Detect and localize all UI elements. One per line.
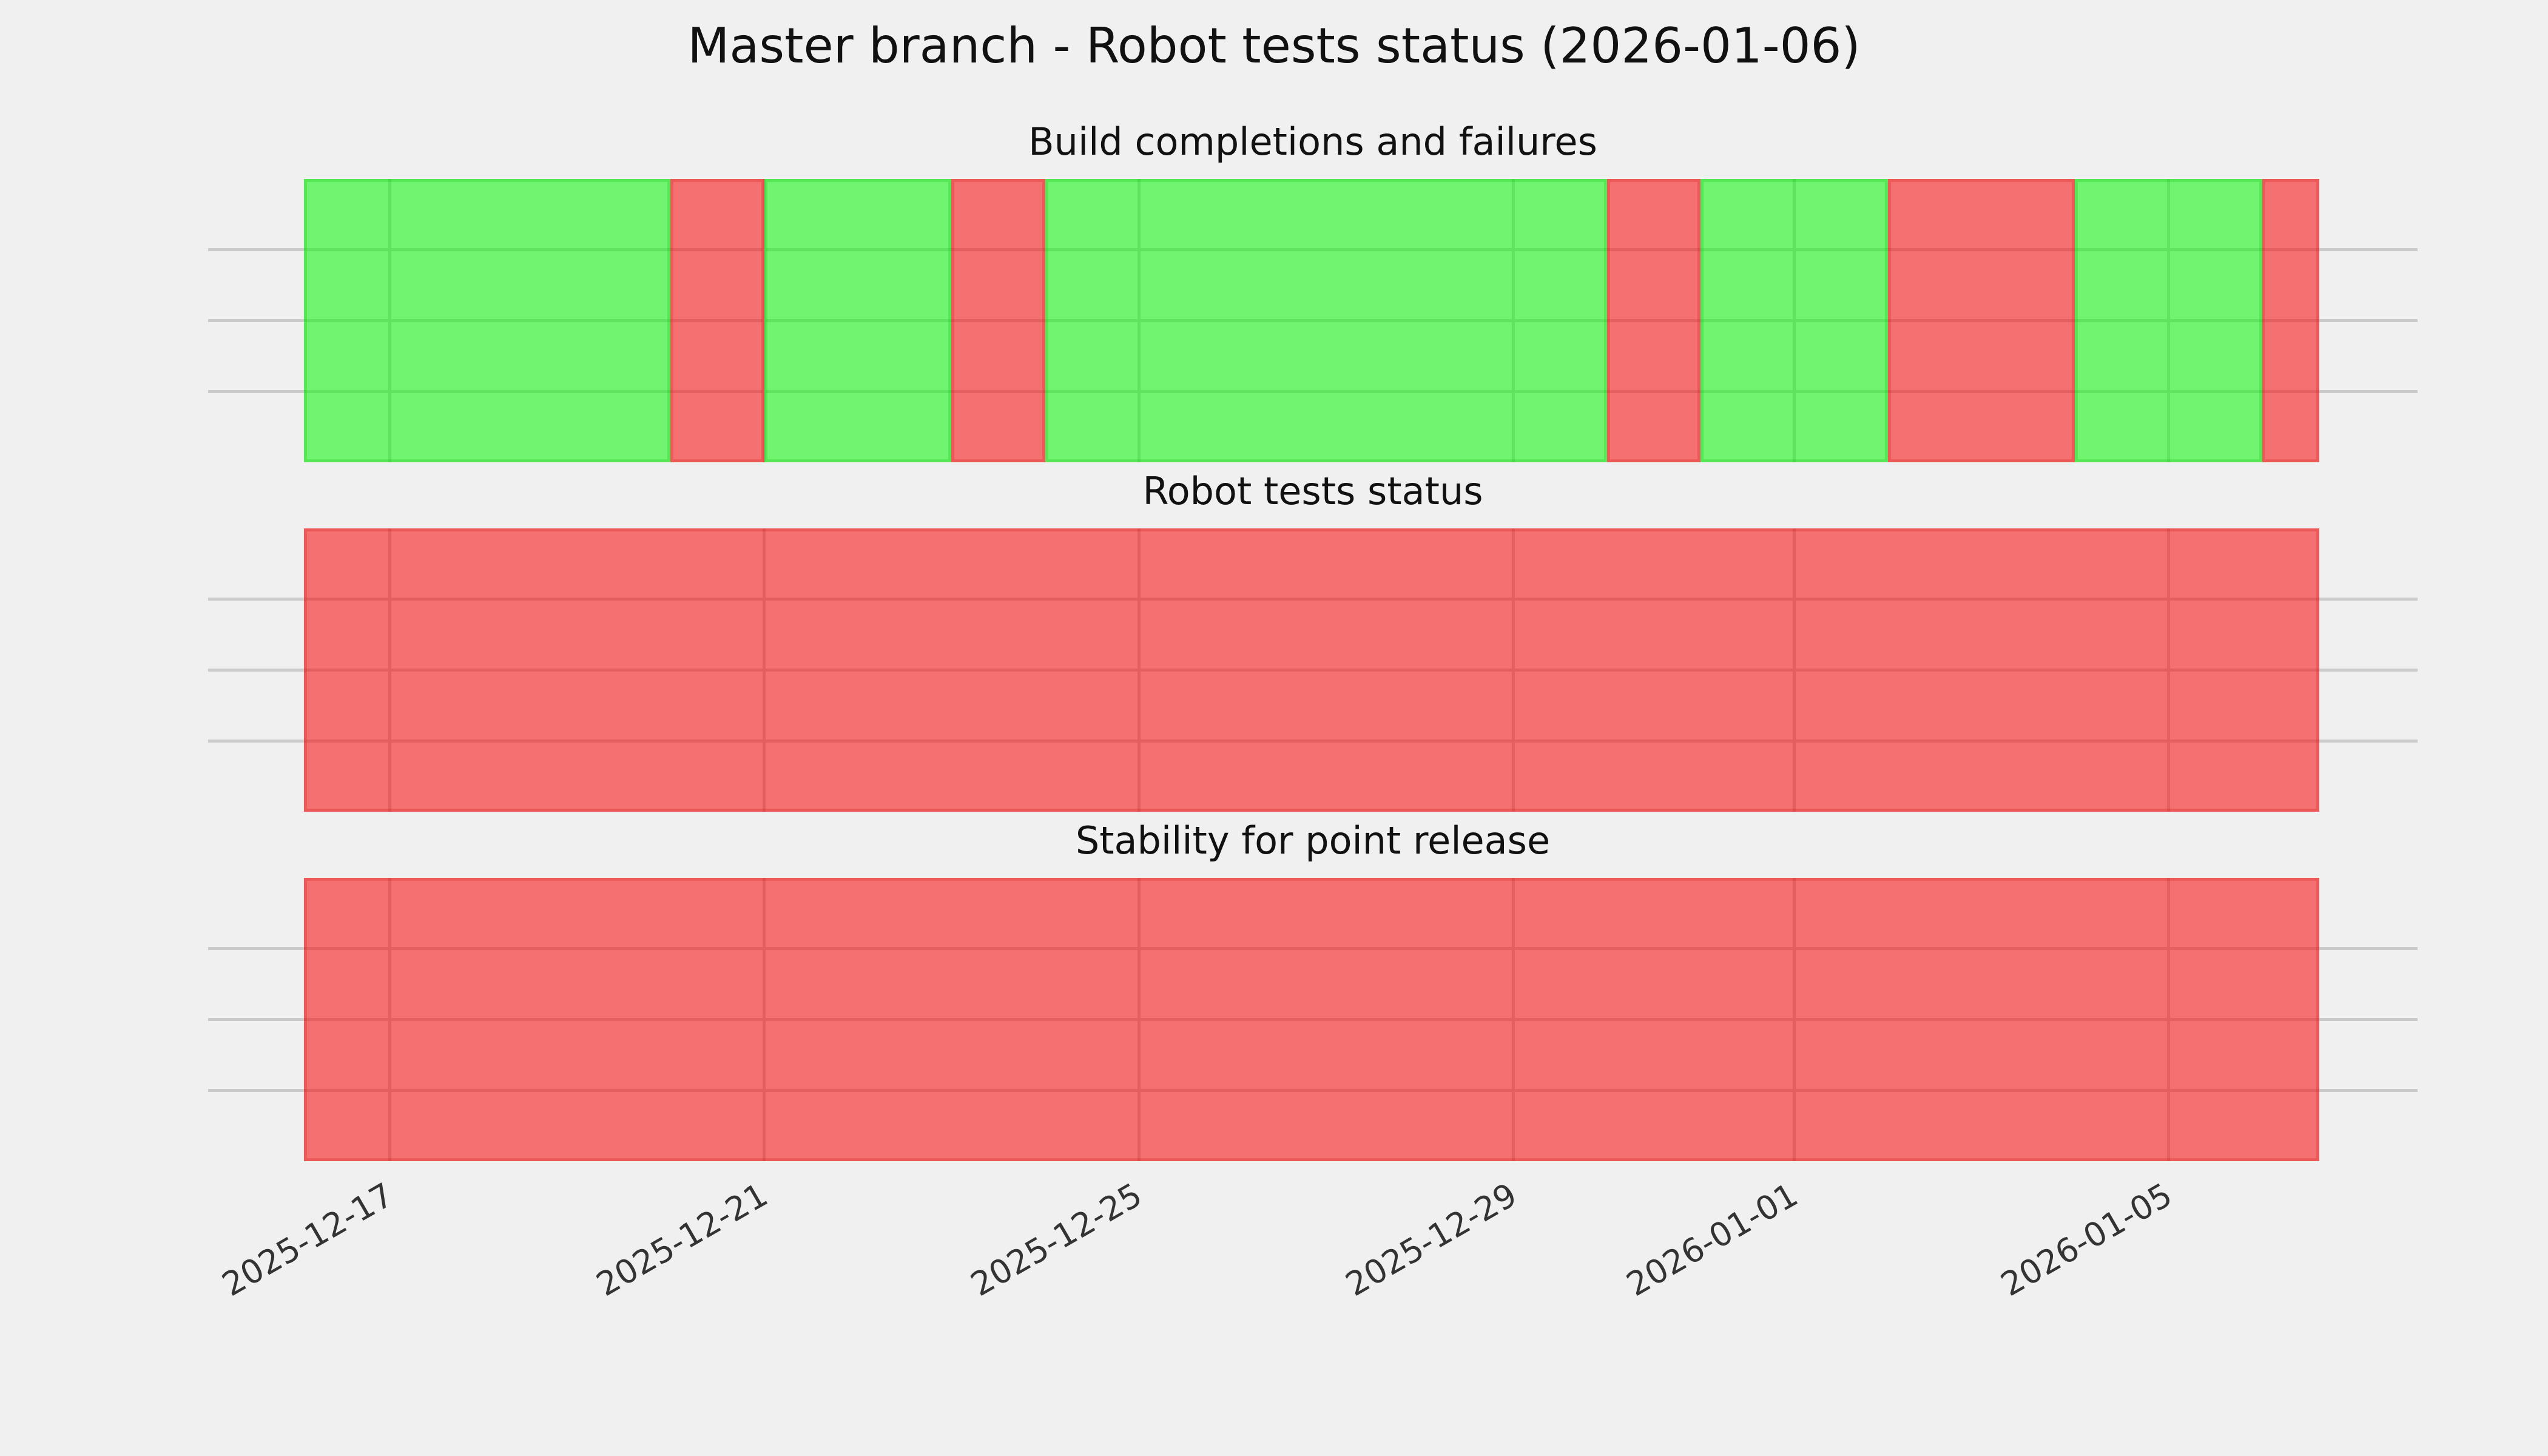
x-tick-label: 2026-01-01 [1620,1175,1804,1304]
status-segment-fail [951,179,1045,462]
status-segment-fail [1887,179,2075,462]
strip-title: Robot tests status [1142,469,1483,513]
strip-title: Stability for point release [1075,818,1551,863]
status-segment-fail [1606,179,1701,462]
x-tick-label: 2025-12-21 [590,1175,774,1304]
status-segment-fail [304,528,2320,812]
status-segment-fail [2262,179,2320,462]
status-segment-pass [764,179,952,462]
x-tick-label: 2025-12-25 [964,1175,1149,1304]
status-segment-fail [304,878,2320,1161]
status-strip [208,528,2418,812]
strip-title: Build completions and failures [1028,120,1597,164]
figure-title: Master branch - Robot tests status (2026… [687,18,1861,74]
status-segment-pass [1045,179,1607,462]
status-strip [208,878,2418,1161]
x-tick-label: 2025-12-29 [1339,1175,1523,1304]
status-segment-fail [670,179,764,462]
status-strip [208,179,2418,462]
x-tick-label: 2026-01-05 [1994,1175,2179,1304]
status-segment-pass [1700,179,1888,462]
status-segment-pass [304,179,671,462]
x-tick-label: 2025-12-17 [215,1175,400,1304]
status-segment-pass [2075,179,2262,462]
